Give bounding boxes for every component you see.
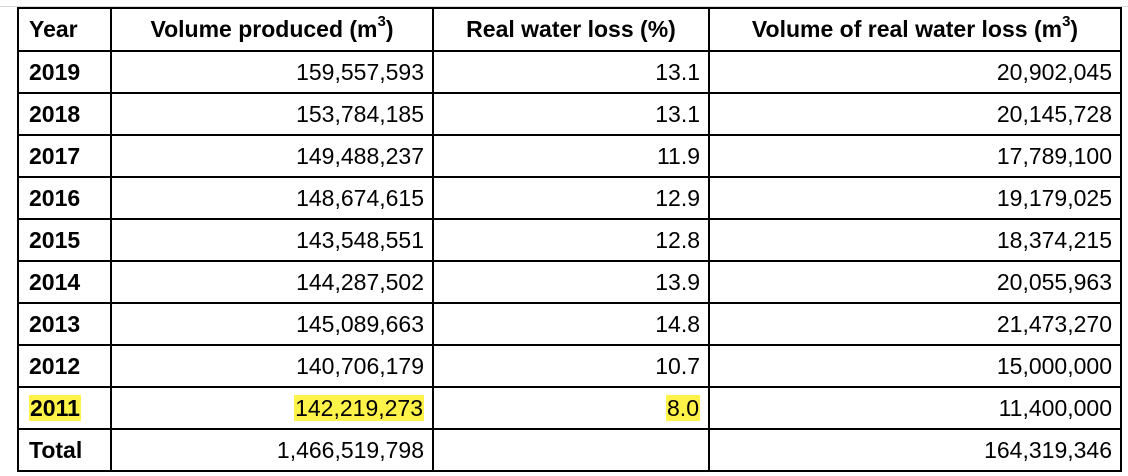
header-row: Year Volume produced (m3) Real water los… xyxy=(17,7,1122,52)
header-volume-real-water-loss: Volume of real water loss (m3) xyxy=(708,7,1122,52)
highlight-volume-produced: 142,219,273 xyxy=(294,394,424,421)
header-volume-produced: Volume produced (m3) xyxy=(110,7,434,52)
year-cell: 2015 xyxy=(17,218,112,262)
volume-real-loss-cell: 21,473,270 xyxy=(708,302,1122,346)
table-row-highlighted: 2011 142,219,273 8.0 11,400,000 xyxy=(17,386,1122,430)
volume-produced-cell: 142,219,273 xyxy=(110,386,434,430)
year-cell: 2016 xyxy=(17,176,112,220)
real-loss-pct-cell: 8.0 xyxy=(432,386,710,430)
year-cell: 2011 xyxy=(17,386,112,430)
unit-superscript: 3 xyxy=(377,13,386,31)
table-row: 2017 149,488,237 11.9 17,789,100 xyxy=(17,134,1122,178)
table-row: 2015 143,548,551 12.8 18,374,215 xyxy=(17,218,1122,262)
volume-produced-cell: 145,089,663 xyxy=(110,302,434,346)
cropped-top-edge xyxy=(0,0,1128,7)
table-row: 2014 144,287,502 13.9 20,055,963 xyxy=(17,260,1122,304)
volume-produced-cell: 144,287,502 xyxy=(110,260,434,304)
real-loss-pct-cell: 14.8 xyxy=(432,302,710,346)
header-year: Year xyxy=(17,7,112,52)
table-row: 2013 145,089,663 14.8 21,473,270 xyxy=(17,302,1122,346)
volume-produced-cell: 140,706,179 xyxy=(110,344,434,388)
total-real-loss-pct xyxy=(432,428,710,472)
total-volume-produced: 1,466,519,798 xyxy=(110,428,434,472)
volume-real-loss-cell: 18,374,215 xyxy=(708,218,1122,262)
volume-real-loss-cell: 11,400,000 xyxy=(708,386,1122,430)
header-real-water-loss-pct: Real water loss (%) xyxy=(432,7,710,52)
real-loss-pct-cell: 10.7 xyxy=(432,344,710,388)
real-loss-pct-cell: 13.1 xyxy=(432,50,710,94)
volume-real-loss-cell: 20,055,963 xyxy=(708,260,1122,304)
real-loss-pct-cell: 13.1 xyxy=(432,92,710,136)
volume-real-loss-cell: 17,789,100 xyxy=(708,134,1122,178)
total-volume-real-loss: 164,319,346 xyxy=(708,428,1122,472)
table-row: 2012 140,706,179 10.7 15,000,000 xyxy=(17,344,1122,388)
volume-produced-cell: 159,557,593 xyxy=(110,50,434,94)
total-row: Total 1,466,519,798 164,319,346 xyxy=(17,428,1122,472)
volume-real-loss-cell: 20,902,045 xyxy=(708,50,1122,94)
volume-produced-cell: 148,674,615 xyxy=(110,176,434,220)
volume-real-loss-cell: 19,179,025 xyxy=(708,176,1122,220)
year-cell: 2012 xyxy=(17,344,112,388)
table-row: 2016 148,674,615 12.9 19,179,025 xyxy=(17,176,1122,220)
total-label: Total xyxy=(17,428,112,472)
real-loss-pct-cell: 11.9 xyxy=(432,134,710,178)
highlight-real-loss-pct: 8.0 xyxy=(666,394,700,421)
water-loss-table: Year Volume produced (m3) Real water los… xyxy=(17,7,1122,472)
year-cell: 2017 xyxy=(17,134,112,178)
volume-real-loss-cell: 20,145,728 xyxy=(708,92,1122,136)
year-cell: 2013 xyxy=(17,302,112,346)
volume-real-loss-cell: 15,000,000 xyxy=(708,344,1122,388)
real-loss-pct-cell: 12.9 xyxy=(432,176,710,220)
highlight-year: 2011 xyxy=(29,394,81,421)
year-cell: 2014 xyxy=(17,260,112,304)
year-cell: 2019 xyxy=(17,50,112,94)
table-row: 2018 153,784,185 13.1 20,145,728 xyxy=(17,92,1122,136)
volume-produced-cell: 143,548,551 xyxy=(110,218,434,262)
volume-produced-cell: 153,784,185 xyxy=(110,92,434,136)
real-loss-pct-cell: 13.9 xyxy=(432,260,710,304)
unit-superscript: 3 xyxy=(1062,13,1071,31)
table-row: 2019 159,557,593 13.1 20,902,045 xyxy=(17,50,1122,94)
year-cell: 2018 xyxy=(17,92,112,136)
real-loss-pct-cell: 12.8 xyxy=(432,218,710,262)
volume-produced-cell: 149,488,237 xyxy=(110,134,434,178)
